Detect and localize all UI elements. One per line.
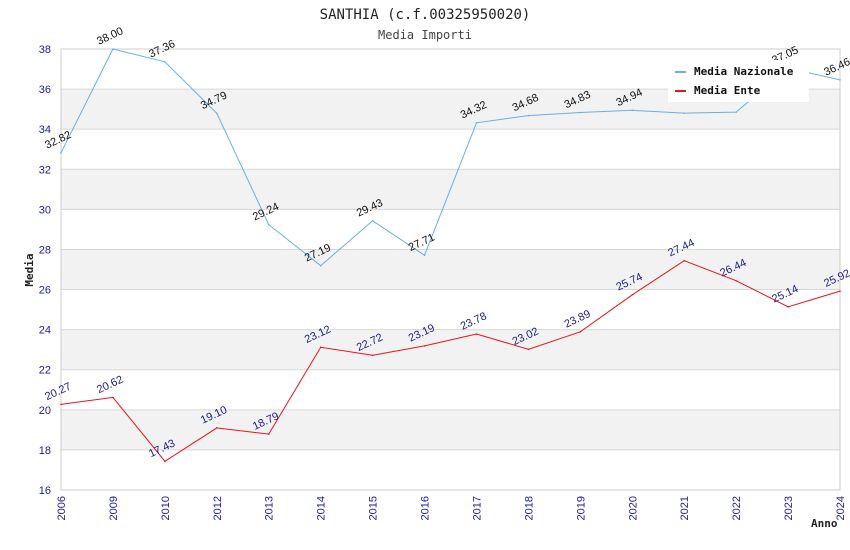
- data-point: [267, 223, 270, 226]
- x-axis-ticks: 2006 2009 2010 2012 2013 2014 2015 2016 2017 2018…: [56, 496, 847, 520]
- y-tick-label: 16: [39, 485, 51, 497]
- data-point: [839, 290, 841, 292]
- x-tick-label: 2017: [471, 496, 483, 520]
- x-tick-label: 2020: [627, 496, 639, 520]
- data-point: [631, 109, 634, 112]
- data-point: [112, 48, 114, 50]
- data-point: [475, 121, 478, 124]
- y-axis-ticks: 16 18 20 22 24 26 28 30 32 34 36 38: [39, 44, 51, 497]
- data-point: [631, 293, 634, 296]
- grid-band: [61, 249, 840, 290]
- x-tick-label: 2023: [783, 496, 795, 520]
- x-tick-label: 2010: [160, 496, 172, 520]
- x-tick-label: 2019: [575, 496, 587, 520]
- x-tick-label: 2021: [679, 496, 691, 520]
- data-point: [579, 331, 582, 333]
- data-point: [112, 396, 114, 399]
- data-point: [683, 112, 685, 114]
- y-tick-label: 20: [39, 405, 51, 417]
- data-point: [579, 111, 582, 114]
- data-point: [683, 259, 685, 262]
- y-tick-label: 38: [39, 44, 51, 56]
- data-point: [164, 460, 166, 463]
- x-tick-label: 2013: [264, 496, 276, 520]
- data-point: [371, 219, 374, 222]
- data-point: [475, 333, 478, 335]
- chart-subtitle: Media Importi: [378, 28, 472, 42]
- grid-bands: [61, 49, 840, 490]
- series-line-media-ente: [60, 260, 841, 462]
- data-point: [423, 254, 426, 257]
- data-point: [216, 427, 218, 429]
- y-tick-label: 18: [39, 445, 51, 457]
- x-tick-label: 2006: [56, 496, 68, 520]
- data-point: [319, 346, 322, 349]
- y-tick-label: 36: [39, 84, 51, 96]
- plot-frame: [60, 48, 841, 491]
- y-tick-label: 30: [39, 204, 51, 216]
- grid-band: [61, 209, 840, 250]
- data-point: [735, 279, 737, 282]
- y-tick-label: 24: [39, 325, 51, 337]
- grid-band: [61, 449, 840, 490]
- data-point: [527, 348, 530, 351]
- grid-band: [61, 129, 840, 170]
- series-line-media-nazionale: [60, 48, 841, 267]
- data-point: [787, 305, 789, 308]
- x-tick-label: 2018: [523, 496, 535, 520]
- data-label: 38.00: [95, 25, 125, 48]
- y-tick-label: 34: [39, 124, 51, 136]
- x-tick-label: 2016: [420, 496, 432, 520]
- chart-title: SANTHIA (c.f.00325950020): [320, 7, 531, 23]
- grid-band: [61, 329, 840, 370]
- data-point: [735, 111, 737, 113]
- x-tick-label: 2014: [316, 496, 328, 520]
- legend: Media Nazionale Media Ente: [668, 60, 809, 102]
- y-tick-label: 26: [39, 285, 51, 297]
- x-tick-label: 2024: [835, 496, 847, 520]
- x-tick-label: 2015: [368, 496, 380, 520]
- grid-band: [61, 289, 840, 330]
- data-point: [267, 433, 270, 435]
- grid-band: [61, 369, 840, 410]
- data-point: [60, 152, 62, 154]
- data-point: [319, 264, 322, 267]
- grid-band: [61, 409, 840, 450]
- data-point: [164, 61, 166, 63]
- legend-label-media-ente: Media Ente: [694, 84, 761, 97]
- data-point: [371, 354, 374, 357]
- x-tick-label: 2022: [731, 496, 743, 520]
- y-tick-label: 32: [39, 164, 51, 176]
- data-point: [216, 112, 218, 115]
- y-tick-label: 28: [39, 244, 51, 256]
- data-point: [839, 79, 841, 81]
- legend-label-media-nazionale: Media Nazionale: [694, 65, 794, 78]
- x-axis-label: Anno: [811, 517, 838, 530]
- x-tick-label: 2009: [108, 496, 120, 520]
- data-point: [423, 345, 426, 347]
- data-point: [60, 403, 62, 406]
- y-axis-label: Media: [23, 253, 36, 286]
- legend-box: [668, 60, 809, 102]
- y-tick-label: 22: [39, 365, 51, 377]
- data-point: [527, 114, 530, 117]
- x-tick-label: 2012: [212, 496, 224, 520]
